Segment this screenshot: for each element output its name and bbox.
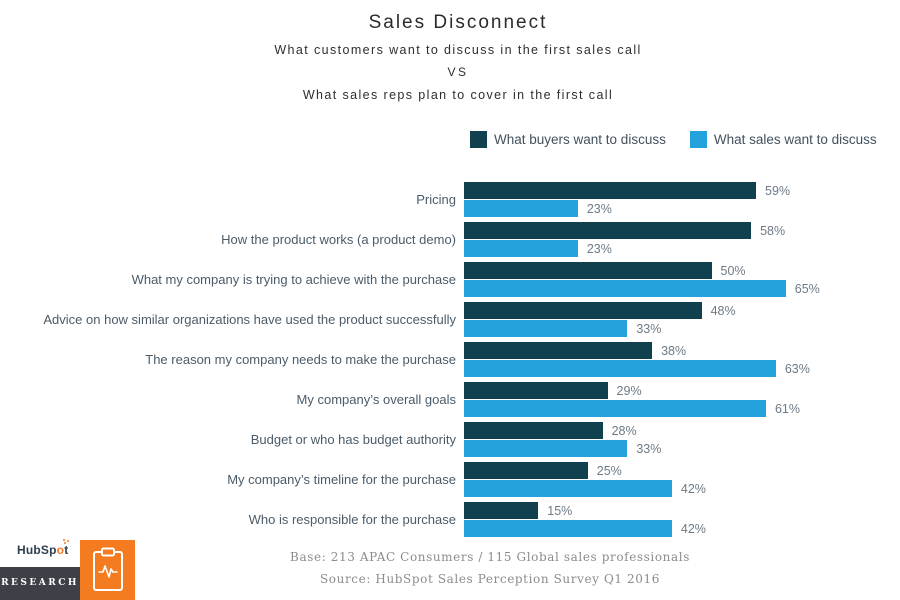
category-label: My company’s overall goals [296, 392, 456, 407]
chart-title: Sales Disconnect [368, 12, 548, 33]
category-label: My company’s timeline for the purchase [227, 472, 456, 487]
value-label: 63% [784, 361, 810, 376]
buyers-bar: 15% [464, 502, 572, 519]
sales-bar: 42% [464, 520, 706, 537]
value-label: 28% [611, 423, 637, 438]
value-label: 50% [720, 263, 746, 278]
bar-group: 48% 33% [464, 302, 736, 338]
chart-subtitle-top: What customers want to discuss in the fi… [274, 43, 642, 57]
buyers-bar: 58% [464, 222, 785, 239]
chart-row: Advice on how similar organizations have… [0, 302, 900, 342]
chart-row: My company’s overall goals 29% 61% [0, 382, 900, 422]
value-label: 58% [760, 223, 786, 238]
buyers-bar: 50% [464, 262, 746, 279]
value-label: 38% [661, 343, 687, 358]
category-label: What my company is trying to achieve wit… [131, 272, 456, 287]
hubspot-logo: HubSpot [17, 543, 69, 557]
value-label: 29% [616, 383, 642, 398]
value-label: 33% [636, 441, 662, 456]
chart-header: Sales Disconnect What customers want to … [0, 12, 900, 102]
buyers-bar: 48% [464, 302, 736, 319]
bar-group: 29% 61% [464, 382, 800, 418]
buyers-bar: 38% [464, 342, 686, 359]
value-label: 65% [794, 281, 820, 296]
chart-row: Who is responsible for the purchase 15% 42… [0, 502, 900, 542]
sales-bar: 42% [464, 480, 706, 497]
bar-group: 15% 42% [464, 502, 706, 538]
buyers-bar: 59% [464, 182, 790, 199]
clipboard-pulse-icon [80, 540, 135, 600]
value-label: 33% [636, 321, 662, 336]
chart-row: Pricing 59% 23% [0, 182, 900, 222]
sales-bar: 33% [464, 440, 661, 457]
value-label: 23% [586, 201, 612, 216]
value-label: 25% [596, 463, 622, 478]
sales-bar: 33% [464, 320, 661, 337]
bar-group: 25% 42% [464, 462, 706, 498]
buyers-bar: 29% [464, 382, 642, 399]
category-label: How the product works (a product demo) [221, 232, 456, 247]
chart-row: How the product works (a product demo) 58… [0, 222, 900, 262]
buyers-bar: 25% [464, 462, 622, 479]
vs-label: VS [447, 65, 469, 79]
sales-swatch [689, 131, 707, 148]
chart-row: What my company is trying to achieve wit… [0, 262, 900, 302]
chart-row: Budget or who has budget authority 28% 33% [0, 422, 900, 462]
legend: What buyers want to discuss What sales w… [470, 131, 877, 148]
category-label: Advice on how similar organizations have… [43, 312, 456, 327]
sales-bar: 23% [464, 240, 612, 257]
legend-label: What buyers want to discuss [494, 132, 666, 147]
buyers-bar: 28% [464, 422, 637, 439]
buyers-swatch [470, 131, 487, 148]
chart-row: The reason my company needs to make the … [0, 342, 900, 382]
research-badge: RESEARCH [0, 567, 80, 600]
legend-item-buyers: What buyers want to discuss [470, 131, 666, 148]
sales-bar: 23% [464, 200, 612, 217]
category-label: Who is responsible for the purchase [248, 512, 456, 527]
category-label: Pricing [416, 192, 456, 207]
legend-item-sales: What sales want to discuss [689, 131, 877, 148]
bar-group: 38% 63% [464, 342, 810, 378]
sales-bar: 65% [464, 280, 820, 297]
sales-bar: 61% [464, 400, 800, 417]
legend-label: What sales want to discuss [713, 132, 877, 147]
category-label: The reason my company needs to make the … [145, 352, 456, 367]
chart-row: My company’s timeline for the purchase 25… [0, 462, 900, 502]
sales-bar: 63% [464, 360, 810, 377]
base-note: Base: 213 APAC Consumers / 115 Global sa… [290, 550, 690, 564]
bar-group: 58% 23% [464, 222, 785, 258]
value-label: 42% [680, 521, 706, 536]
value-label: 59% [765, 183, 791, 198]
chart-subtitle-bottom: What sales reps plan to cover in the fir… [302, 88, 614, 102]
value-label: 61% [774, 401, 800, 416]
value-label: 15% [547, 503, 573, 518]
value-label: 42% [680, 481, 706, 496]
source-note: Source: HubSpot Sales Perception Survey … [319, 572, 660, 586]
chart-footer: Base: 213 APAC Consumers / 115 Global sa… [80, 546, 900, 590]
chart-rows: Pricing 59% 23% How the product works (a pr… [0, 182, 900, 542]
value-label: 23% [586, 241, 612, 256]
bar-group: 50% 65% [464, 262, 820, 298]
bar-group: 59% 23% [464, 182, 790, 218]
category-label: Budget or who has budget authority [250, 432, 456, 447]
bar-group: 28% 33% [464, 422, 661, 458]
value-label: 48% [710, 303, 736, 318]
